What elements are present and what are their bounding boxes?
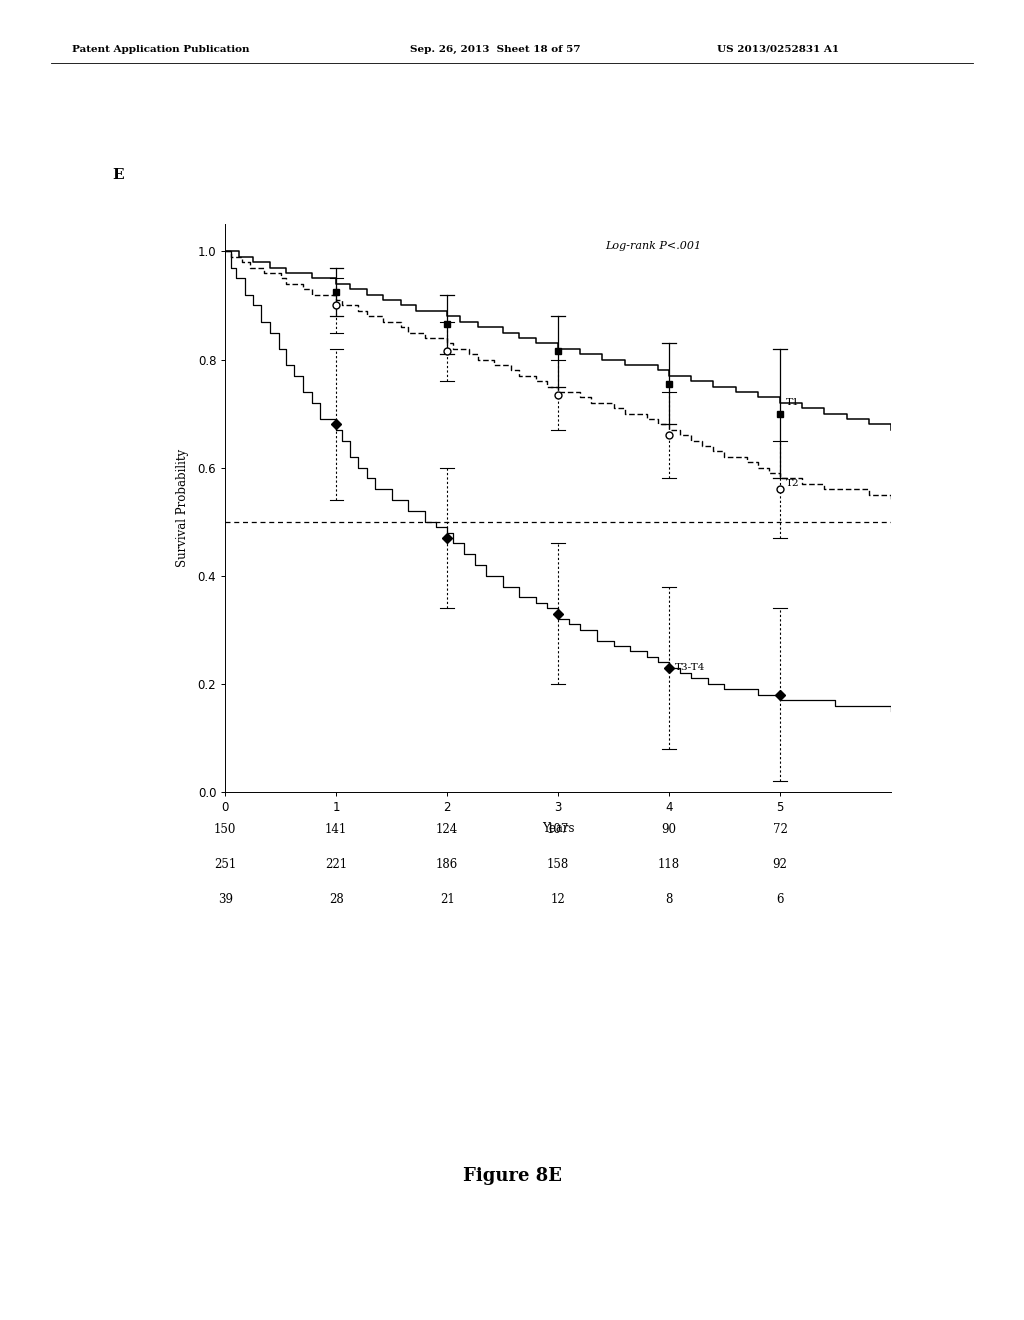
Text: Sep. 26, 2013  Sheet 18 of 57: Sep. 26, 2013 Sheet 18 of 57 xyxy=(410,45,581,54)
Text: Patent Application Publication: Patent Application Publication xyxy=(72,45,249,54)
Text: 6: 6 xyxy=(776,892,783,906)
Text: 90: 90 xyxy=(662,824,677,837)
Text: 150: 150 xyxy=(214,824,237,837)
Text: 28: 28 xyxy=(329,892,344,906)
Text: T2: T2 xyxy=(785,479,799,488)
Text: 8: 8 xyxy=(666,892,673,906)
Text: 251: 251 xyxy=(214,858,237,871)
Text: 118: 118 xyxy=(658,858,680,871)
Text: 158: 158 xyxy=(547,858,569,871)
Text: T3-T4: T3-T4 xyxy=(675,663,705,672)
Text: 186: 186 xyxy=(436,858,459,871)
Text: 221: 221 xyxy=(326,858,347,871)
Text: Log-rank P<.001: Log-rank P<.001 xyxy=(604,242,700,251)
Text: 92: 92 xyxy=(772,858,787,871)
Text: E: E xyxy=(112,168,124,182)
Text: 141: 141 xyxy=(325,824,347,837)
Text: US 2013/0252831 A1: US 2013/0252831 A1 xyxy=(717,45,839,54)
Text: 124: 124 xyxy=(436,824,459,837)
Text: T1: T1 xyxy=(785,399,799,408)
Text: 107: 107 xyxy=(547,824,569,837)
X-axis label: Years: Years xyxy=(542,822,574,836)
Text: 72: 72 xyxy=(772,824,787,837)
Text: 39: 39 xyxy=(218,892,232,906)
Text: 12: 12 xyxy=(551,892,565,906)
Text: Figure 8E: Figure 8E xyxy=(463,1167,561,1185)
Y-axis label: Survival Probability: Survival Probability xyxy=(176,449,189,568)
Text: 21: 21 xyxy=(439,892,455,906)
